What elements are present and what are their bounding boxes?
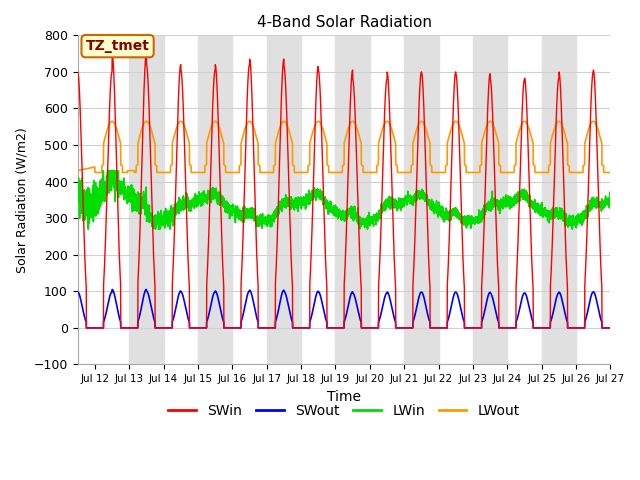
SWout <box>145 291 152 297</box>
LWout <box>108 119 116 124</box>
Bar <box>473 36 508 364</box>
LWin <box>145 216 152 221</box>
LWin <box>82 209 90 215</box>
SWin <box>439 325 447 331</box>
LWin <box>173 203 181 209</box>
LWout <box>439 169 447 175</box>
Line: LWin: LWin <box>77 170 611 229</box>
SWin <box>83 325 90 331</box>
Bar <box>129 36 164 364</box>
LWout <box>173 123 181 129</box>
LWout <box>134 140 142 145</box>
LWin <box>74 188 81 193</box>
Line: SWout: SWout <box>77 289 611 328</box>
Text: TZ_tmet: TZ_tmet <box>86 39 150 53</box>
Y-axis label: Solar Radiation (W/m2): Solar Radiation (W/m2) <box>15 127 28 273</box>
SWin <box>143 51 150 57</box>
SWout <box>607 325 614 331</box>
LWout <box>607 169 614 175</box>
SWin <box>282 96 290 101</box>
Line: SWin: SWin <box>77 54 611 328</box>
Bar <box>404 36 438 364</box>
SWout <box>82 318 90 324</box>
Bar <box>541 36 576 364</box>
LWout <box>74 168 81 173</box>
LWout <box>82 166 90 172</box>
LWout <box>91 169 99 175</box>
SWin <box>82 274 90 280</box>
LWin <box>84 226 92 232</box>
SWout <box>173 298 181 303</box>
SWin <box>145 84 152 89</box>
SWout <box>134 319 142 324</box>
Bar <box>335 36 370 364</box>
SWout <box>143 287 150 292</box>
Legend: SWin, SWout, LWin, LWout: SWin, SWout, LWin, LWout <box>163 398 525 423</box>
LWin <box>134 202 142 208</box>
SWin <box>607 325 614 331</box>
LWin <box>439 208 447 214</box>
SWout <box>83 325 90 331</box>
SWout <box>439 325 447 331</box>
SWout <box>282 293 290 299</box>
Title: 4-Band Solar Radiation: 4-Band Solar Radiation <box>257 15 431 30</box>
LWin <box>99 168 107 173</box>
LWin <box>607 203 614 209</box>
SWin <box>134 279 142 285</box>
LWout <box>145 120 152 126</box>
X-axis label: Time: Time <box>327 390 361 404</box>
LWout <box>282 120 290 126</box>
LWin <box>282 197 290 203</box>
Line: LWout: LWout <box>77 121 611 172</box>
Bar <box>198 36 232 364</box>
SWout <box>74 289 81 295</box>
SWin <box>173 129 181 135</box>
SWin <box>74 69 81 75</box>
Bar <box>267 36 301 364</box>
